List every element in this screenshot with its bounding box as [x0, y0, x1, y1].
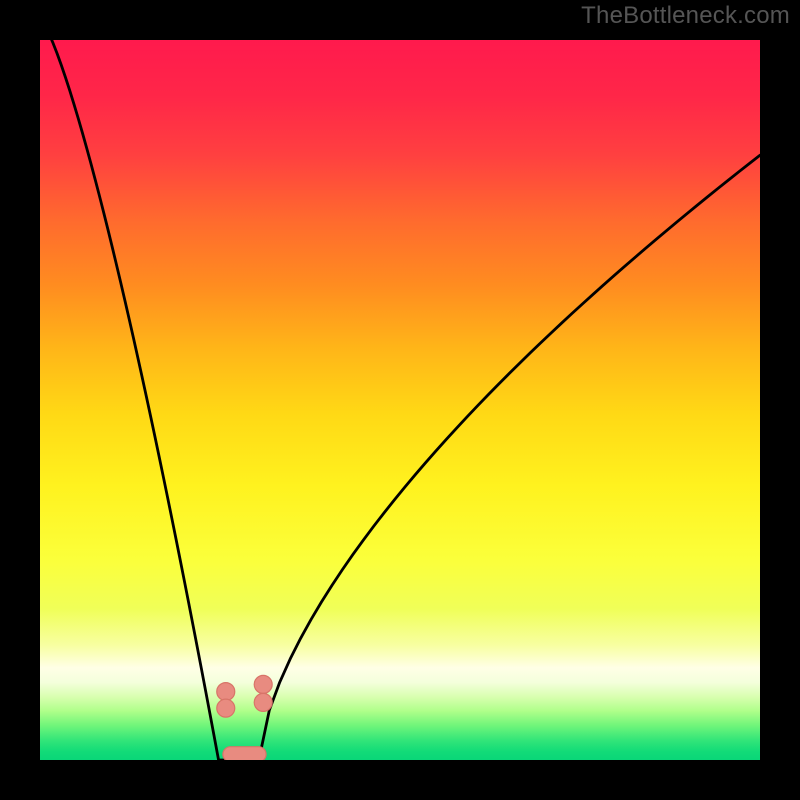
marker-bottom-bar — [223, 747, 266, 762]
marker-upper-right — [254, 675, 272, 693]
marker-upper-left — [217, 683, 235, 701]
marker-lower-left — [217, 699, 235, 717]
watermark-text: TheBottleneck.com — [581, 2, 790, 30]
figure-root: TheBottleneck.com — [0, 0, 800, 800]
bottleneck-curve-plot — [0, 0, 800, 800]
marker-lower-right — [254, 693, 272, 711]
